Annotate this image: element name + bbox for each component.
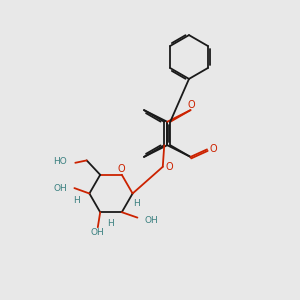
Text: HO: HO bbox=[53, 158, 67, 166]
Text: OH: OH bbox=[53, 184, 67, 193]
Text: H: H bbox=[74, 196, 80, 205]
Text: O: O bbox=[210, 144, 218, 154]
Text: O: O bbox=[118, 164, 126, 174]
Text: OH: OH bbox=[145, 215, 159, 224]
Text: H: H bbox=[107, 219, 114, 228]
Text: O: O bbox=[166, 162, 173, 172]
Text: H: H bbox=[134, 199, 140, 208]
Text: OH: OH bbox=[91, 228, 105, 237]
Text: O: O bbox=[188, 100, 196, 110]
